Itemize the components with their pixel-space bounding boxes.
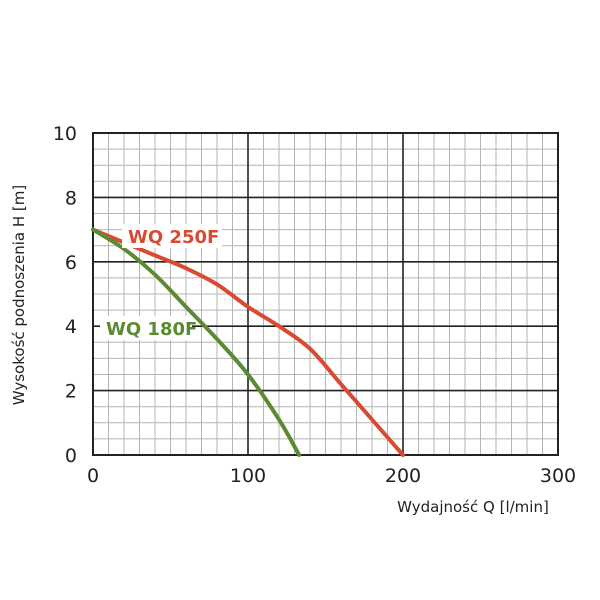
x-axis-label: Wydajność Q [l/min] [397,498,549,516]
series-label-wq250f-bg [122,224,222,248]
grid [93,133,558,455]
x-tick-label: 300 [540,465,576,487]
y-tick-label: 2 [65,381,77,403]
y-tick-label: 0 [65,445,77,467]
x-tick-label: 100 [230,465,266,487]
series-lines [91,227,405,457]
y-tick-label: 6 [65,252,77,274]
series-label-wq250f-text: WQ 250F [128,227,219,248]
plot-frame [92,132,559,456]
series-line-wq180f [91,227,302,457]
series-label-wq180f: WQ 180F [100,316,197,340]
series-label-wq180f-text: WQ 180F [106,319,197,340]
y-tick-label: 10 [53,123,77,145]
axes [92,132,559,456]
y-axis-label: Wysokość podnoszenia H [m] [10,185,28,405]
series-line-wq250f [91,227,405,457]
y-tick-label: 4 [65,316,77,338]
x-tick-label: 200 [385,465,421,487]
y-tick-label: 8 [65,187,77,209]
tick-labels: 0 100 200 300 0 2 4 6 8 10 [53,123,576,487]
series-label-wq250f: WQ 250F [122,224,222,248]
series-label-wq180f-bg [100,316,192,340]
x-tick-label: 0 [87,465,99,487]
